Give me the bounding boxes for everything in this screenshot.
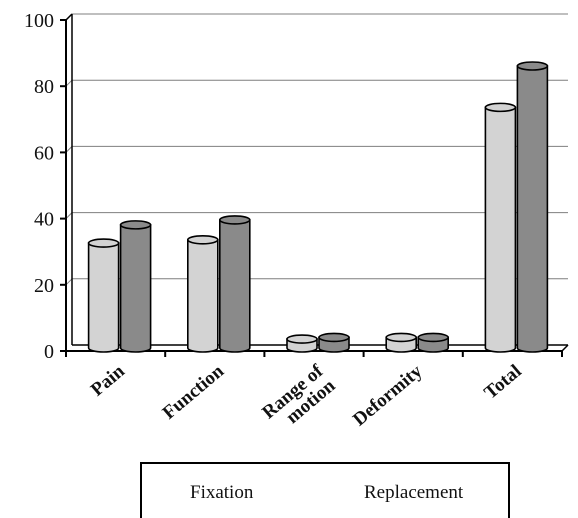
y-tick-label: 20 [34,275,54,297]
bar-top [318,332,350,343]
bar-body [87,242,120,353]
bar [219,215,251,353]
y-tick-labels: 0 20 40 60 80 100 [24,10,54,363]
x-axis-end [561,344,569,352]
bar-top [187,234,219,245]
bar [318,332,350,353]
bar-top [87,238,120,248]
x-tick-label: Pain [87,360,129,400]
bar [87,238,120,353]
bar-body [484,106,517,353]
bar-top [286,334,318,344]
bar [417,332,450,353]
x-tick-label: Range ofmotion [258,360,340,438]
bar-top [385,332,418,343]
bar [385,332,418,353]
legend-item-fixation: Fixation [190,482,254,503]
bar-top [484,102,517,113]
bar [516,61,549,353]
x-tick-labels: Pain Function Range ofmotion Deformity Total [87,360,526,438]
y-axis-top [65,13,73,21]
bar-top [119,220,152,230]
legend: Fixation Replacement [140,462,510,518]
y-tick-label: 40 [34,209,54,231]
bar-top [417,332,450,343]
y-tick-label: 60 [34,142,54,164]
x-tick-label: Deformity [349,360,427,430]
bar [187,234,219,353]
y-tick-label: 80 [34,76,54,98]
y-tick-label: 100 [24,10,54,32]
bar [484,102,517,353]
bar-top [516,61,549,71]
bar-body [187,238,219,353]
x-tick-label: Total [480,361,525,404]
legend-item-replacement: Replacement [364,482,464,503]
bar [286,334,318,353]
y-tick-label: 0 [44,341,54,363]
x-tick-label: Function [159,360,229,423]
bar-body [219,219,251,353]
bars [87,61,549,353]
bar-top [219,215,251,225]
bar-body [516,65,549,353]
bar [119,220,152,353]
bar-body [119,224,152,353]
